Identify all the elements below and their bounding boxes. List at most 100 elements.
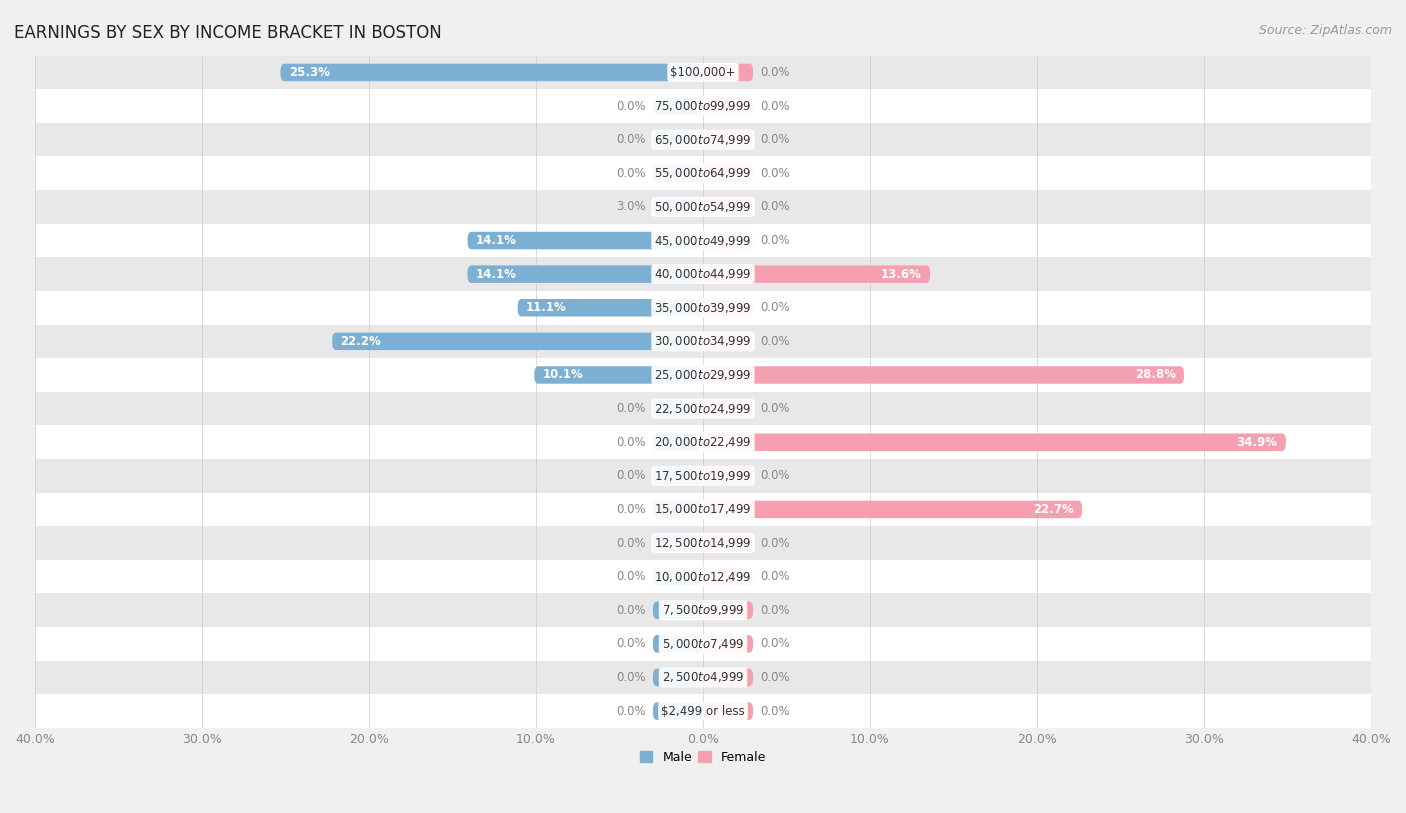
Text: 0.0%: 0.0%: [759, 604, 789, 617]
Bar: [35, 291, 1371, 324]
Text: 0.0%: 0.0%: [617, 537, 647, 550]
FancyBboxPatch shape: [703, 635, 754, 653]
FancyBboxPatch shape: [534, 366, 703, 384]
Text: 0.0%: 0.0%: [759, 201, 789, 213]
FancyBboxPatch shape: [652, 433, 703, 451]
FancyBboxPatch shape: [332, 333, 703, 350]
FancyBboxPatch shape: [703, 702, 754, 720]
Text: $65,000 to $74,999: $65,000 to $74,999: [654, 133, 752, 146]
FancyBboxPatch shape: [703, 333, 754, 350]
Text: 0.0%: 0.0%: [617, 637, 647, 650]
FancyBboxPatch shape: [652, 98, 703, 115]
Bar: [35, 156, 1371, 190]
Text: 0.0%: 0.0%: [759, 402, 789, 415]
Bar: [35, 55, 1371, 89]
Text: $2,500 to $4,999: $2,500 to $4,999: [662, 671, 744, 685]
FancyBboxPatch shape: [652, 635, 703, 653]
FancyBboxPatch shape: [652, 534, 703, 552]
FancyBboxPatch shape: [703, 366, 1184, 384]
Text: 0.0%: 0.0%: [759, 167, 789, 180]
Bar: [35, 627, 1371, 661]
Text: $12,500 to $14,999: $12,500 to $14,999: [654, 536, 752, 550]
Bar: [35, 459, 1371, 493]
Text: 22.7%: 22.7%: [1033, 503, 1074, 516]
FancyBboxPatch shape: [652, 568, 703, 585]
Text: 0.0%: 0.0%: [617, 436, 647, 449]
Text: 0.0%: 0.0%: [759, 99, 789, 112]
Text: $100,000+: $100,000+: [671, 66, 735, 79]
Text: 0.0%: 0.0%: [617, 604, 647, 617]
Text: 10.1%: 10.1%: [543, 368, 583, 381]
FancyBboxPatch shape: [703, 232, 754, 250]
Text: $10,000 to $12,499: $10,000 to $12,499: [654, 570, 752, 584]
FancyBboxPatch shape: [517, 299, 703, 316]
Text: 14.1%: 14.1%: [475, 267, 517, 280]
FancyBboxPatch shape: [652, 198, 703, 215]
Bar: [35, 392, 1371, 425]
Text: 11.1%: 11.1%: [526, 302, 567, 315]
FancyBboxPatch shape: [652, 702, 703, 720]
Text: 0.0%: 0.0%: [759, 469, 789, 482]
Text: 14.1%: 14.1%: [475, 234, 517, 247]
Bar: [35, 425, 1371, 459]
Text: 3.0%: 3.0%: [617, 201, 647, 213]
FancyBboxPatch shape: [703, 63, 754, 81]
Bar: [35, 560, 1371, 593]
FancyBboxPatch shape: [703, 568, 754, 585]
FancyBboxPatch shape: [703, 98, 754, 115]
Bar: [35, 324, 1371, 359]
FancyBboxPatch shape: [703, 299, 754, 316]
Text: EARNINGS BY SEX BY INCOME BRACKET IN BOSTON: EARNINGS BY SEX BY INCOME BRACKET IN BOS…: [14, 24, 441, 42]
FancyBboxPatch shape: [652, 131, 703, 149]
Text: 22.2%: 22.2%: [340, 335, 381, 348]
Text: 13.6%: 13.6%: [882, 267, 922, 280]
Text: 0.0%: 0.0%: [759, 537, 789, 550]
FancyBboxPatch shape: [703, 534, 754, 552]
Text: 0.0%: 0.0%: [759, 705, 789, 718]
Text: $20,000 to $22,499: $20,000 to $22,499: [654, 435, 752, 450]
Bar: [35, 190, 1371, 224]
FancyBboxPatch shape: [703, 669, 754, 686]
Text: 0.0%: 0.0%: [617, 570, 647, 583]
Text: $35,000 to $39,999: $35,000 to $39,999: [654, 301, 752, 315]
FancyBboxPatch shape: [652, 602, 703, 619]
Text: $5,000 to $7,499: $5,000 to $7,499: [662, 637, 744, 651]
Text: 0.0%: 0.0%: [759, 570, 789, 583]
Bar: [35, 89, 1371, 123]
Text: $30,000 to $34,999: $30,000 to $34,999: [654, 334, 752, 348]
Text: 34.9%: 34.9%: [1236, 436, 1278, 449]
Text: 0.0%: 0.0%: [617, 99, 647, 112]
Text: 0.0%: 0.0%: [759, 66, 789, 79]
Bar: [35, 694, 1371, 728]
Text: 0.0%: 0.0%: [759, 302, 789, 315]
Text: 0.0%: 0.0%: [617, 167, 647, 180]
Text: $7,500 to $9,999: $7,500 to $9,999: [662, 603, 744, 617]
FancyBboxPatch shape: [703, 433, 1286, 451]
Text: 0.0%: 0.0%: [617, 503, 647, 516]
Bar: [35, 224, 1371, 258]
Text: $40,000 to $44,999: $40,000 to $44,999: [654, 267, 752, 281]
FancyBboxPatch shape: [652, 501, 703, 518]
Text: 0.0%: 0.0%: [759, 133, 789, 146]
FancyBboxPatch shape: [703, 602, 754, 619]
Text: 0.0%: 0.0%: [617, 671, 647, 684]
Text: $75,000 to $99,999: $75,000 to $99,999: [654, 99, 752, 113]
Text: 0.0%: 0.0%: [759, 637, 789, 650]
FancyBboxPatch shape: [652, 467, 703, 485]
FancyBboxPatch shape: [703, 164, 754, 182]
Text: 0.0%: 0.0%: [617, 469, 647, 482]
Text: $2,499 or less: $2,499 or less: [661, 705, 745, 718]
Text: 0.0%: 0.0%: [759, 671, 789, 684]
Text: 0.0%: 0.0%: [617, 133, 647, 146]
FancyBboxPatch shape: [703, 400, 754, 417]
FancyBboxPatch shape: [468, 232, 703, 250]
FancyBboxPatch shape: [652, 164, 703, 182]
Bar: [35, 593, 1371, 627]
FancyBboxPatch shape: [652, 669, 703, 686]
Text: $45,000 to $49,999: $45,000 to $49,999: [654, 233, 752, 247]
Text: Source: ZipAtlas.com: Source: ZipAtlas.com: [1258, 24, 1392, 37]
FancyBboxPatch shape: [703, 467, 754, 485]
Text: $22,500 to $24,999: $22,500 to $24,999: [654, 402, 752, 415]
Text: $50,000 to $54,999: $50,000 to $54,999: [654, 200, 752, 214]
Text: 0.0%: 0.0%: [759, 335, 789, 348]
